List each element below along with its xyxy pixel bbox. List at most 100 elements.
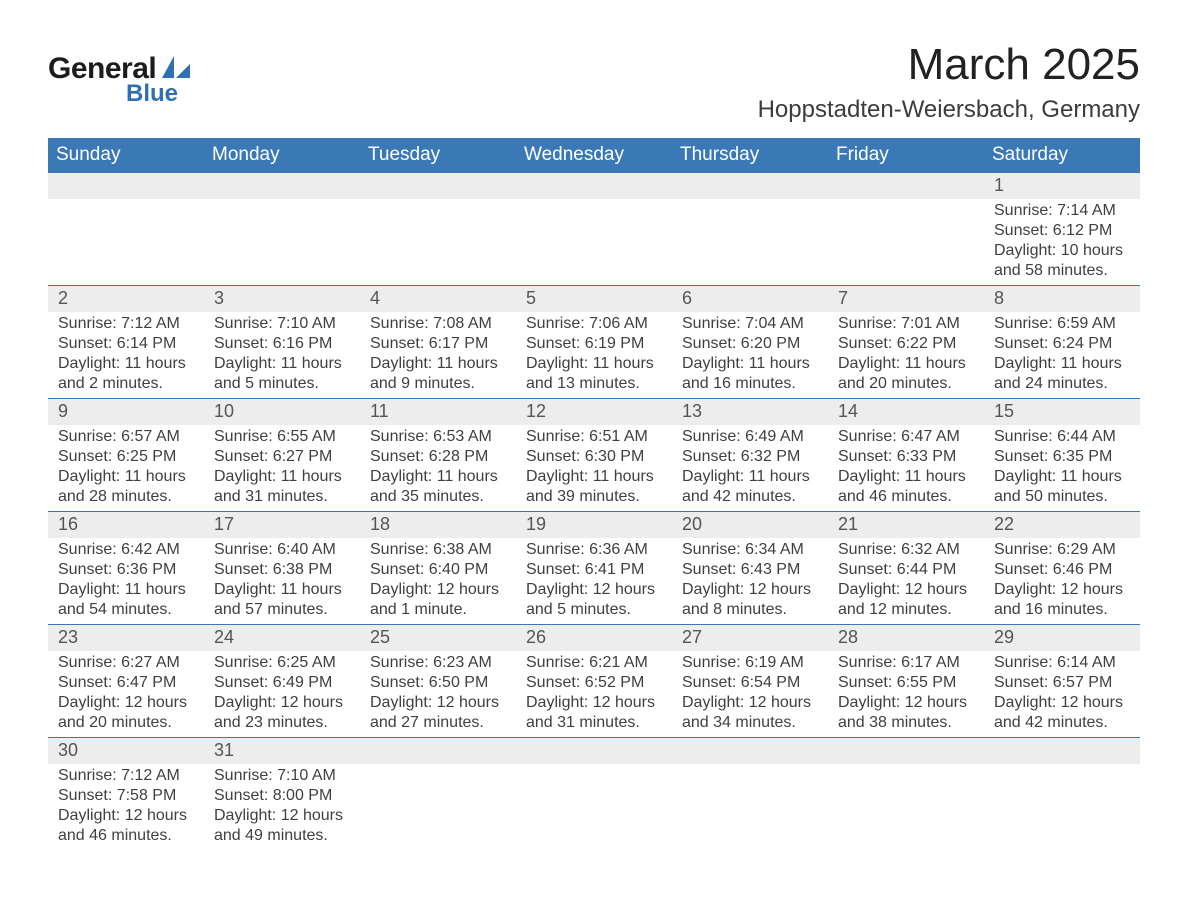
day-sunset: Sunset: 6:32 PM xyxy=(682,447,824,467)
day-sunset: Sunset: 6:22 PM xyxy=(838,334,980,354)
day-detail-cell xyxy=(360,199,516,286)
day-detail-cell xyxy=(516,764,672,850)
day-d1: Daylight: 11 hours xyxy=(994,354,1136,374)
day-sunrise: Sunrise: 7:10 AM xyxy=(214,766,356,786)
day-detail-cell: Sunrise: 6:29 AMSunset: 6:46 PMDaylight:… xyxy=(984,538,1140,625)
day-detail-cell: Sunrise: 7:04 AMSunset: 6:20 PMDaylight:… xyxy=(672,312,828,399)
day-detail-cell: Sunrise: 6:40 AMSunset: 6:38 PMDaylight:… xyxy=(204,538,360,625)
day-number-cell xyxy=(360,738,516,765)
day-sunrise: Sunrise: 7:04 AM xyxy=(682,314,824,334)
day-d1: Daylight: 12 hours xyxy=(58,693,200,713)
day-number-row: 23242526272829 xyxy=(48,625,1140,652)
day-d1: Daylight: 11 hours xyxy=(58,354,200,374)
day-d2: and 34 minutes. xyxy=(682,713,824,733)
day-sunrise: Sunrise: 6:59 AM xyxy=(994,314,1136,334)
day-d2: and 46 minutes. xyxy=(838,487,980,507)
day-d2: and 5 minutes. xyxy=(214,374,356,394)
day-sunset: Sunset: 6:33 PM xyxy=(838,447,980,467)
day-detail-cell: Sunrise: 7:01 AMSunset: 6:22 PMDaylight:… xyxy=(828,312,984,399)
day-detail-cell: Sunrise: 6:42 AMSunset: 6:36 PMDaylight:… xyxy=(48,538,204,625)
day-number-cell: 29 xyxy=(984,625,1140,652)
day-sunrise: Sunrise: 6:17 AM xyxy=(838,653,980,673)
day-d2: and 12 minutes. xyxy=(838,600,980,620)
day-sunset: Sunset: 6:54 PM xyxy=(682,673,824,693)
weekday-header: Wednesday xyxy=(516,138,672,173)
day-sunrise: Sunrise: 6:57 AM xyxy=(58,427,200,447)
day-sunset: Sunset: 6:12 PM xyxy=(994,221,1136,241)
day-number-cell: 16 xyxy=(48,512,204,539)
day-number-cell xyxy=(672,738,828,765)
day-d1: Daylight: 11 hours xyxy=(838,354,980,374)
day-sunset: Sunset: 6:47 PM xyxy=(58,673,200,693)
day-sunrise: Sunrise: 7:01 AM xyxy=(838,314,980,334)
day-sunset: Sunset: 7:58 PM xyxy=(58,786,200,806)
day-number-cell: 28 xyxy=(828,625,984,652)
day-number-cell: 11 xyxy=(360,399,516,426)
day-d2: and 16 minutes. xyxy=(994,600,1136,620)
day-d1: Daylight: 11 hours xyxy=(682,467,824,487)
day-d2: and 58 minutes. xyxy=(994,261,1136,281)
day-d2: and 31 minutes. xyxy=(526,713,668,733)
day-sunset: Sunset: 6:57 PM xyxy=(994,673,1136,693)
day-detail-cell: Sunrise: 6:49 AMSunset: 6:32 PMDaylight:… xyxy=(672,425,828,512)
day-detail-cell: Sunrise: 6:47 AMSunset: 6:33 PMDaylight:… xyxy=(828,425,984,512)
page-header: General Blue March 2025 Hoppstadten-Weie… xyxy=(48,40,1140,134)
day-sunset: Sunset: 6:27 PM xyxy=(214,447,356,467)
day-sunrise: Sunrise: 6:42 AM xyxy=(58,540,200,560)
day-sunset: Sunset: 6:40 PM xyxy=(370,560,512,580)
day-d1: Daylight: 12 hours xyxy=(370,693,512,713)
day-d1: Daylight: 11 hours xyxy=(526,467,668,487)
day-detail-cell: Sunrise: 6:53 AMSunset: 6:28 PMDaylight:… xyxy=(360,425,516,512)
day-number-cell xyxy=(672,173,828,200)
day-number-cell: 14 xyxy=(828,399,984,426)
day-sunset: Sunset: 6:19 PM xyxy=(526,334,668,354)
day-number-cell xyxy=(828,173,984,200)
day-d2: and 46 minutes. xyxy=(58,826,200,846)
day-d2: and 49 minutes. xyxy=(214,826,356,846)
day-sunset: Sunset: 6:41 PM xyxy=(526,560,668,580)
day-detail-cell: Sunrise: 6:59 AMSunset: 6:24 PMDaylight:… xyxy=(984,312,1140,399)
weekday-header-row: Sunday Monday Tuesday Wednesday Thursday… xyxy=(48,138,1140,173)
day-number-cell xyxy=(360,173,516,200)
day-d1: Daylight: 12 hours xyxy=(526,693,668,713)
day-number-cell: 17 xyxy=(204,512,360,539)
day-sunrise: Sunrise: 6:23 AM xyxy=(370,653,512,673)
day-d2: and 2 minutes. xyxy=(58,374,200,394)
day-number-cell: 21 xyxy=(828,512,984,539)
day-sunset: Sunset: 6:14 PM xyxy=(58,334,200,354)
day-detail-row: Sunrise: 7:12 AMSunset: 7:58 PMDaylight:… xyxy=(48,764,1140,850)
month-title: March 2025 xyxy=(758,40,1140,90)
day-sunrise: Sunrise: 6:27 AM xyxy=(58,653,200,673)
weekday-header: Saturday xyxy=(984,138,1140,173)
day-sunset: Sunset: 6:55 PM xyxy=(838,673,980,693)
day-number-cell xyxy=(204,173,360,200)
day-sunrise: Sunrise: 6:36 AM xyxy=(526,540,668,560)
day-d2: and 38 minutes. xyxy=(838,713,980,733)
day-number-row: 9101112131415 xyxy=(48,399,1140,426)
day-number-cell: 4 xyxy=(360,286,516,313)
day-sunrise: Sunrise: 7:14 AM xyxy=(994,201,1136,221)
day-sunset: Sunset: 6:35 PM xyxy=(994,447,1136,467)
day-detail-cell: Sunrise: 6:55 AMSunset: 6:27 PMDaylight:… xyxy=(204,425,360,512)
day-d2: and 54 minutes. xyxy=(58,600,200,620)
day-number-row: 16171819202122 xyxy=(48,512,1140,539)
day-d1: Daylight: 11 hours xyxy=(214,467,356,487)
weekday-header: Monday xyxy=(204,138,360,173)
day-detail-cell xyxy=(204,199,360,286)
day-detail-cell xyxy=(828,199,984,286)
day-sunrise: Sunrise: 6:49 AM xyxy=(682,427,824,447)
weekday-header: Tuesday xyxy=(360,138,516,173)
day-number-cell: 13 xyxy=(672,399,828,426)
day-number-cell xyxy=(516,173,672,200)
day-d2: and 24 minutes. xyxy=(994,374,1136,394)
day-d1: Daylight: 12 hours xyxy=(838,580,980,600)
day-number-cell: 3 xyxy=(204,286,360,313)
day-d1: Daylight: 12 hours xyxy=(838,693,980,713)
day-detail-cell: Sunrise: 6:19 AMSunset: 6:54 PMDaylight:… xyxy=(672,651,828,738)
day-number-cell: 31 xyxy=(204,738,360,765)
day-sunrise: Sunrise: 7:06 AM xyxy=(526,314,668,334)
day-sunrise: Sunrise: 6:19 AM xyxy=(682,653,824,673)
day-detail-row: Sunrise: 7:12 AMSunset: 6:14 PMDaylight:… xyxy=(48,312,1140,399)
day-sunrise: Sunrise: 6:21 AM xyxy=(526,653,668,673)
day-d1: Daylight: 11 hours xyxy=(682,354,824,374)
